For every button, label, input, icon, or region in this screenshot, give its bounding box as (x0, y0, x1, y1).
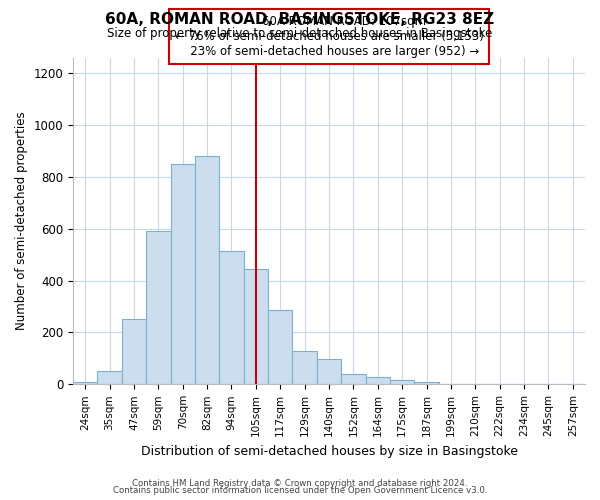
X-axis label: Distribution of semi-detached houses by size in Basingstoke: Distribution of semi-detached houses by … (140, 444, 518, 458)
Bar (73, 382, 97, 384)
Text: 60A, ROMAN ROAD, BASINGSTOKE, RG23 8EZ: 60A, ROMAN ROAD, BASINGSTOKE, RG23 8EZ (106, 12, 494, 28)
Text: 60A ROMAN ROAD: 107sqm
← 76% of semi-detached houses are smaller (3,153)
   23% : 60A ROMAN ROAD: 107sqm ← 76% of semi-det… (175, 15, 484, 58)
Bar (244, 270, 268, 384)
Text: Contains public sector information licensed under the Open Government Licence v3: Contains public sector information licen… (113, 486, 487, 495)
Text: Contains HM Land Registry data © Crown copyright and database right 2024.: Contains HM Land Registry data © Crown c… (132, 478, 468, 488)
Bar (122, 318, 146, 384)
Bar (146, 232, 170, 384)
Y-axis label: Number of semi-detached properties: Number of semi-detached properties (15, 112, 28, 330)
Bar (97, 371, 122, 384)
Bar (220, 250, 244, 384)
Bar (195, 156, 220, 384)
Bar (341, 374, 365, 384)
Bar (268, 310, 292, 384)
Bar (292, 352, 317, 384)
Bar (365, 377, 390, 384)
Bar (390, 380, 415, 384)
Bar (170, 164, 195, 384)
Bar (415, 382, 439, 384)
Bar (317, 360, 341, 384)
Text: Size of property relative to semi-detached houses in Basingstoke: Size of property relative to semi-detach… (107, 28, 493, 40)
